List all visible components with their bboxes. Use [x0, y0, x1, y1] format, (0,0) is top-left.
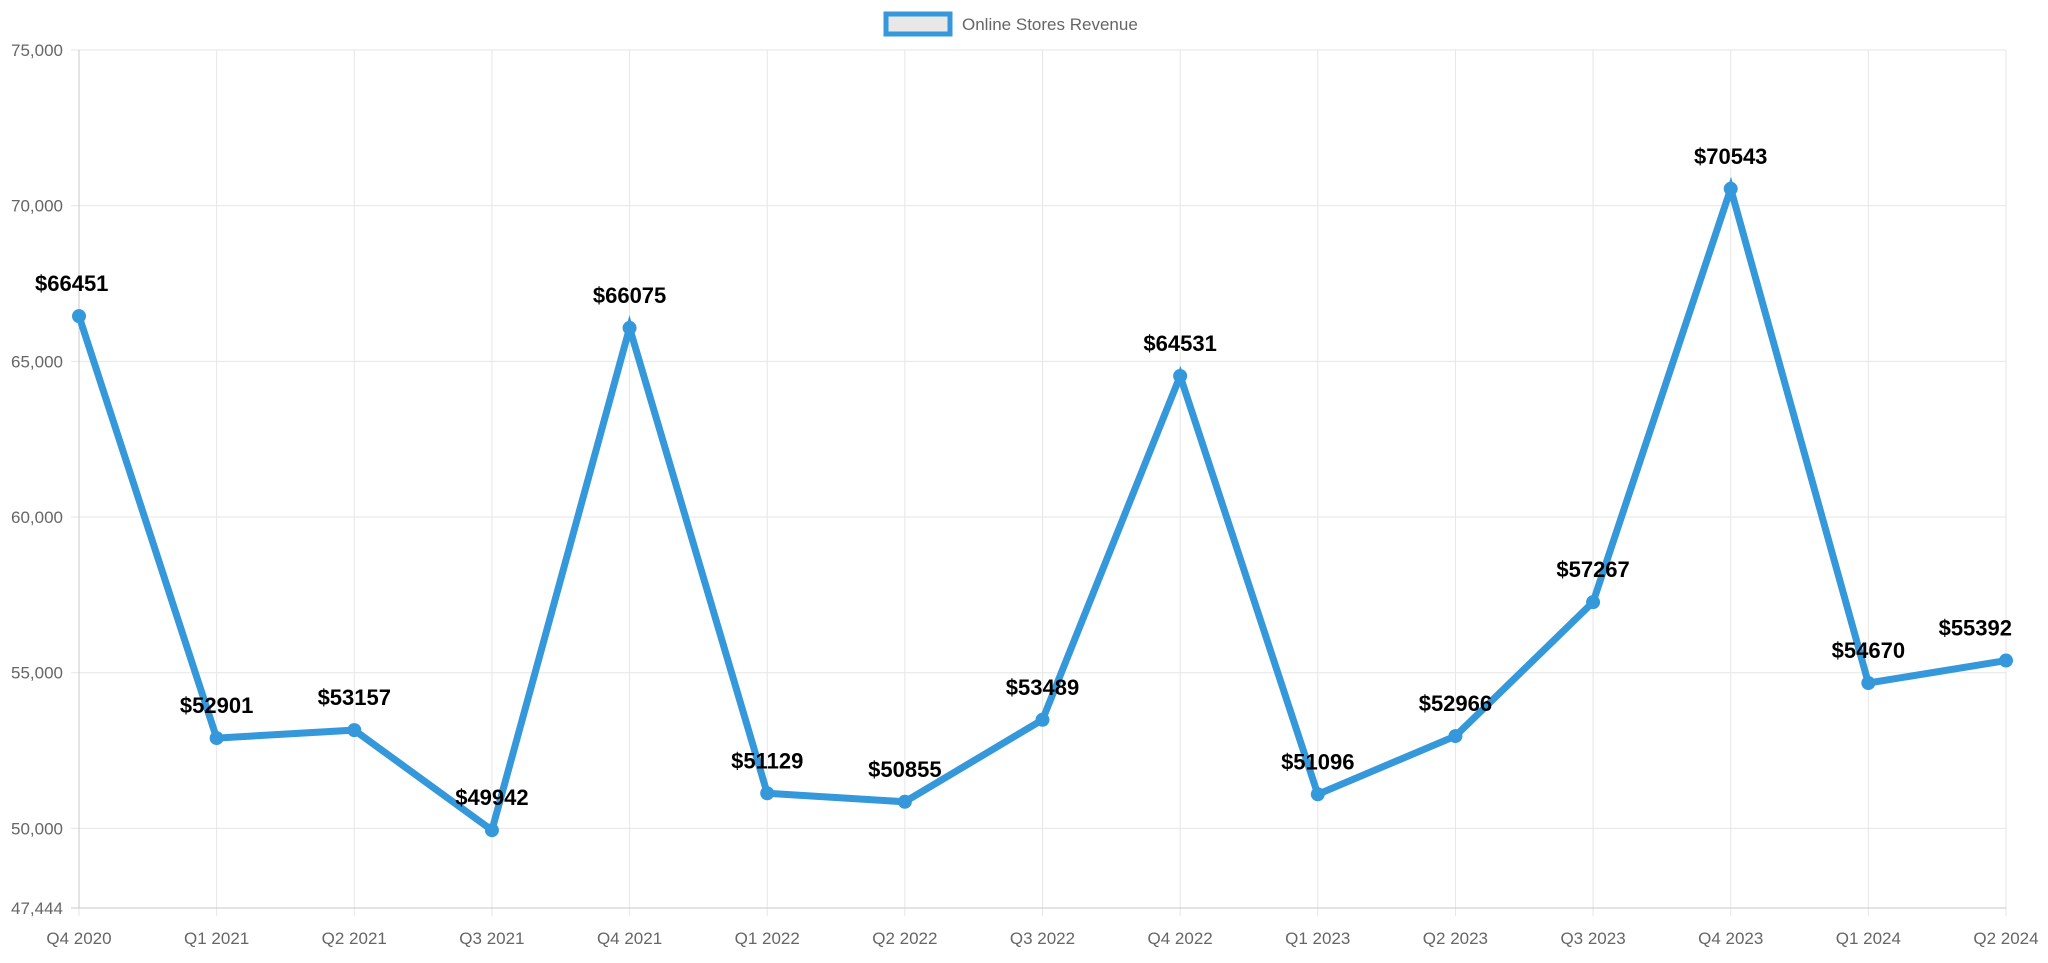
data-label: $66075 [593, 283, 666, 308]
x-tick-label: Q4 2020 [46, 929, 111, 948]
data-label: $57267 [1556, 557, 1629, 582]
data-point[interactable] [347, 723, 362, 738]
x-tick-label: Q1 2022 [735, 929, 800, 948]
x-tick-label: Q3 2023 [1560, 929, 1625, 948]
legend-label: Online Stores Revenue [962, 15, 1138, 34]
data-label: $50855 [868, 757, 941, 782]
x-tick-label: Q1 2023 [1285, 929, 1350, 948]
x-tick-label: Q2 2023 [1423, 929, 1488, 948]
data-point[interactable] [1586, 595, 1601, 610]
y-tick-label: 47,444 [11, 899, 63, 918]
x-tick-label: Q3 2022 [1010, 929, 1075, 948]
axes: Q4 2020 Q1 2021 Q2 2021 Q3 2021 Q4 2021 Q1 20… [11, 41, 2039, 948]
data-label: $51129 [731, 748, 803, 773]
data-label: $51096 [1281, 749, 1354, 774]
data-labels: $66451 $52901 $53157 $49942 $66075 $51129 $508… [35, 144, 2012, 810]
data-label: $52966 [1419, 691, 1492, 716]
y-tick-label: 60,000 [11, 508, 63, 527]
y-tick-label: 65,000 [11, 352, 63, 371]
data-point[interactable] [1723, 181, 1738, 196]
x-tick-label: Q2 2024 [1973, 929, 2038, 948]
data-label: $49942 [455, 785, 528, 810]
data-label: $53157 [318, 685, 391, 710]
data-label: $66451 [35, 271, 108, 296]
legend-item[interactable]: Online Stores Revenue [883, 11, 1138, 37]
series-points [72, 181, 2013, 838]
x-tick-label: Q2 2021 [322, 929, 387, 948]
y-tick-label: 50,000 [11, 819, 63, 838]
x-tick-label: Q2 2022 [872, 929, 937, 948]
legend[interactable]: Online Stores Revenue [883, 11, 1138, 37]
y-tick-label: 70,000 [11, 197, 63, 216]
legend-swatch [883, 11, 953, 37]
data-point[interactable] [1310, 787, 1325, 802]
data-label: $52901 [180, 693, 253, 718]
data-label: $54670 [1832, 638, 1905, 663]
data-point[interactable] [1035, 712, 1050, 727]
x-tick-label: Q3 2021 [459, 929, 524, 948]
data-point[interactable] [897, 794, 912, 809]
data-point[interactable] [1448, 729, 1463, 744]
data-point[interactable] [1173, 368, 1188, 383]
x-tick-label: Q4 2023 [1698, 929, 1763, 948]
grid [71, 49, 2007, 916]
data-label: $70543 [1694, 144, 1767, 169]
data-label: $55392 [1939, 616, 2012, 641]
data-label: $53489 [1006, 675, 1079, 700]
data-label: $64531 [1143, 331, 1216, 356]
data-point[interactable] [760, 786, 775, 801]
data-point[interactable] [72, 309, 86, 324]
x-tick-label: Q1 2021 [184, 929, 249, 948]
x-tick-label: Q4 2021 [597, 929, 662, 948]
data-point[interactable] [484, 823, 499, 838]
y-tick-label: 75,000 [11, 41, 63, 60]
x-tick-label: Q1 2024 [1836, 929, 1901, 948]
x-tick-label: Q4 2022 [1148, 929, 1213, 948]
data-point[interactable] [1999, 653, 2013, 668]
y-tick-label: 55,000 [11, 664, 63, 683]
data-point[interactable] [622, 320, 637, 335]
data-point[interactable] [209, 731, 224, 746]
data-point[interactable] [1861, 676, 1876, 691]
